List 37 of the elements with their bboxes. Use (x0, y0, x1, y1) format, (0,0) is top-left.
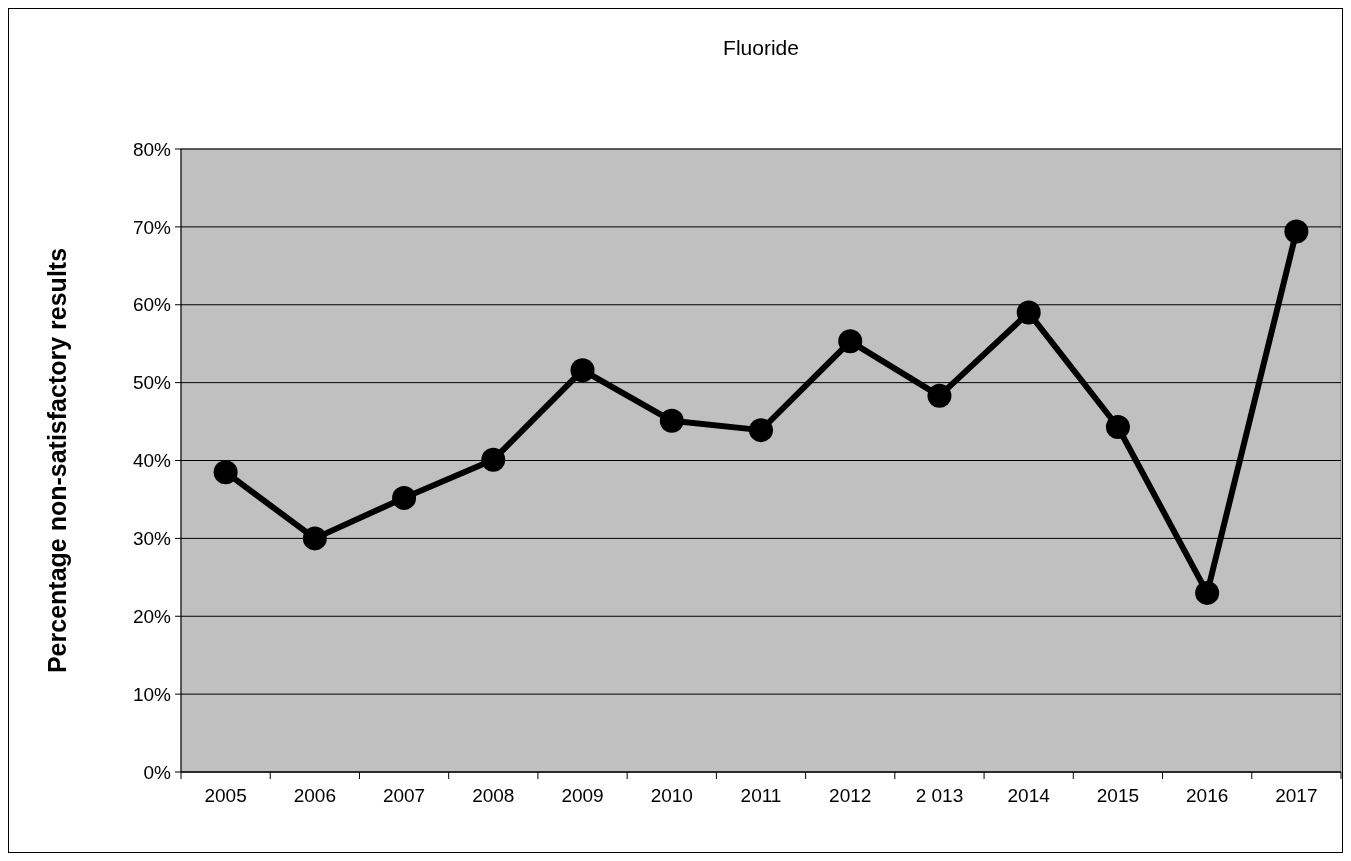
point (302, 526, 327, 551)
point (1284, 219, 1309, 244)
point (927, 383, 952, 408)
y-tick-label: 0% (143, 761, 172, 783)
chart-title: Fluoride (723, 36, 799, 59)
point (659, 408, 684, 433)
y-tick-label: 80% (132, 138, 172, 160)
x-tick-label: 2008 (472, 785, 515, 806)
y-tick-label: 40% (132, 450, 172, 472)
point (213, 460, 238, 485)
point (392, 485, 417, 510)
y-tick-label: 70% (132, 216, 172, 238)
y-tick-label: 60% (132, 294, 172, 316)
x-tick-label: 2017 (1275, 785, 1318, 806)
x-tick-label: 2016 (1186, 785, 1229, 806)
point (1016, 300, 1041, 325)
x-tick-label: 2009 (561, 785, 604, 806)
point (1105, 415, 1130, 440)
point (749, 418, 773, 443)
point (838, 329, 863, 354)
x-tick-label: 2 013 (915, 785, 964, 806)
point (570, 358, 595, 383)
y-axis-title: Percentage non-satisfactory results (43, 247, 71, 674)
x-tick-label: 2010 (650, 785, 693, 806)
point (481, 447, 506, 472)
x-tick-label: 2006 (293, 785, 336, 806)
y-tick-label: 10% (132, 683, 172, 705)
x-tick-label: 2007 (382, 785, 426, 806)
x-tick-label: 2014 (1007, 785, 1051, 806)
point (1195, 580, 1220, 605)
y-tick-label: 20% (132, 605, 172, 627)
x-tick-label: 2012 (829, 785, 872, 806)
x-tick-label: 2015 (1096, 785, 1140, 806)
x-tick-label: 2011 (740, 785, 782, 806)
y-tick-label: 50% (132, 372, 172, 394)
y-tick-label: 30% (132, 528, 172, 550)
x-tick-label: 2005 (204, 785, 247, 806)
